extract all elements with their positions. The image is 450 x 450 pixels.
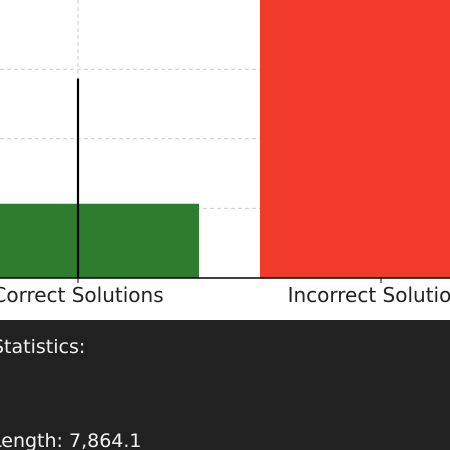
error-bars — [76, 78, 80, 278]
stats-panel: Statistics: Length: 7,864.1 — [0, 320, 450, 450]
bars — [0, 0, 450, 278]
bar-chart: Correct Solutions Incorrect Solutions — [0, 0, 450, 307]
stats-length: Length: 7,864.1 — [0, 430, 142, 450]
bar-correct — [0, 203, 199, 278]
stats-heading: Statistics: — [0, 336, 86, 358]
tick-label-incorrect: Incorrect Solutions — [288, 283, 450, 307]
x-ticks — [77, 278, 382, 283]
tick-label-correct: Correct Solutions — [0, 283, 164, 307]
bar-incorrect — [260, 0, 450, 278]
